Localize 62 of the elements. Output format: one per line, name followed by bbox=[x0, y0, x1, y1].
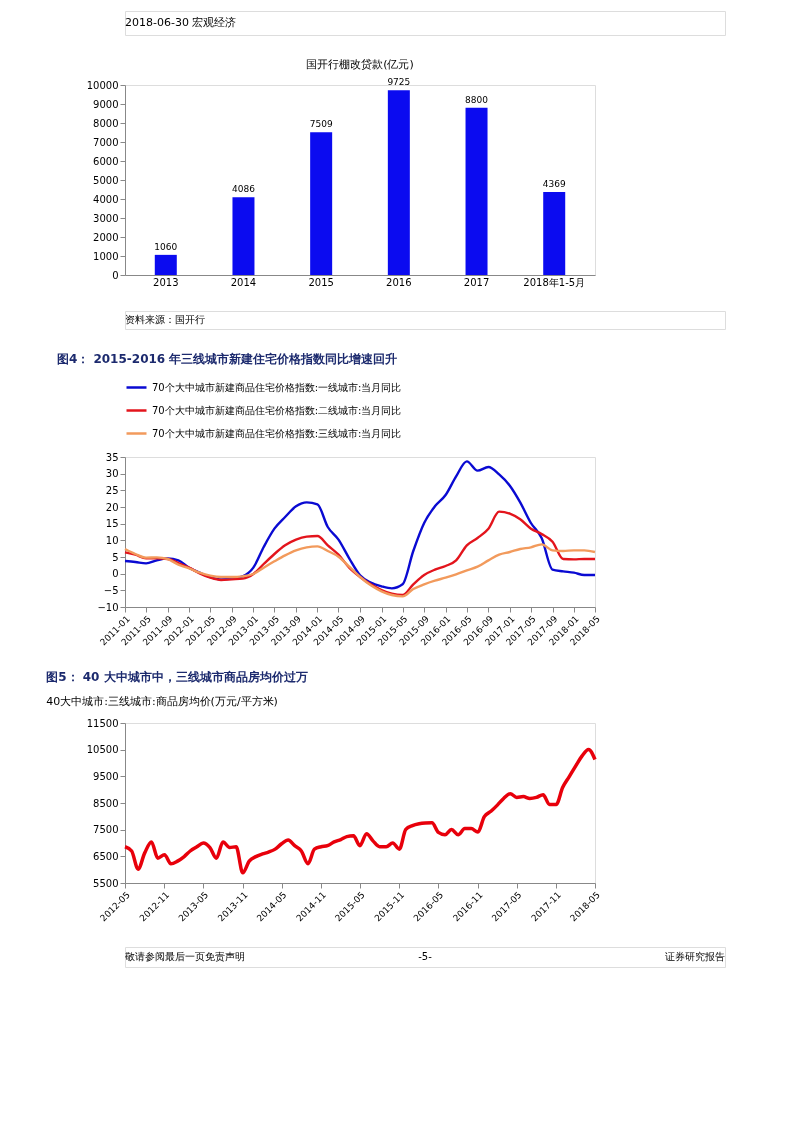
line-series bbox=[123, 543, 597, 598]
y-tick-label: 7000 bbox=[93, 136, 119, 148]
x-tick-label: 2018年1-5月 bbox=[523, 276, 586, 288]
y-tick-label: 11500 bbox=[86, 717, 119, 729]
text: 敬请参阅最后一页免责声明 bbox=[125, 951, 245, 962]
data-label: 9725 bbox=[387, 77, 411, 88]
text: -5- bbox=[418, 951, 433, 962]
y-tick-label: 5 bbox=[112, 551, 119, 563]
legend-label: 70个大中城市新建商品住宅价格指数:一线城市:当月同比 bbox=[152, 381, 402, 393]
chart-title: 图5： 40 大中城市中，三线城市商品房均价过万 bbox=[46, 670, 308, 684]
legend-label: 70个大中城市新建商品住宅价格指数:二线城市:当月同比 bbox=[152, 404, 402, 416]
y-tick-label: 10 bbox=[105, 534, 119, 546]
y-tick-label: 2000 bbox=[93, 231, 119, 243]
y-tick-label: 7500 bbox=[93, 824, 119, 836]
bar bbox=[465, 107, 488, 275]
text: 2018-06-30 宏观经济 bbox=[125, 16, 237, 29]
y-tick-label: −10 bbox=[97, 601, 119, 613]
y-tick-label: 30 bbox=[105, 468, 119, 480]
y-tick-label: 1000 bbox=[93, 250, 119, 262]
y-tick-label: 10000 bbox=[86, 79, 119, 91]
y-tick-label: 0 bbox=[112, 269, 119, 281]
y-tick-label: 35 bbox=[105, 451, 119, 463]
y-tick-label: 6500 bbox=[93, 850, 119, 862]
y-tick-label: 0 bbox=[112, 568, 119, 580]
x-tick-label: 2016 bbox=[386, 276, 412, 288]
x-tick-label: 2015 bbox=[308, 276, 334, 288]
y-tick-label: 6000 bbox=[93, 155, 119, 167]
y-tick-label: 8000 bbox=[93, 117, 119, 129]
chart-subtitle: 40大中城市:三线城市:商品房均价(万元/平方米) bbox=[46, 695, 278, 708]
data-label: 4086 bbox=[232, 184, 256, 195]
legend-label: 70个大中城市新建商品住宅价格指数:三线城市:当月同比 bbox=[152, 427, 402, 439]
bar bbox=[310, 132, 333, 275]
y-tick-label: 3000 bbox=[93, 212, 119, 224]
x-tick-label: 2017 bbox=[463, 276, 490, 288]
y-tick-label: 5500 bbox=[93, 877, 119, 889]
x-tick-label: 2013 bbox=[153, 276, 179, 288]
y-tick-label: 9500 bbox=[93, 770, 119, 782]
line-series bbox=[123, 747, 597, 875]
y-tick-label: −5 bbox=[103, 584, 119, 596]
data-label: 7509 bbox=[309, 119, 333, 130]
y-tick-label: 9000 bbox=[93, 98, 119, 110]
chart-title: 国开行棚改贷款(亿元) bbox=[306, 58, 414, 72]
bar bbox=[154, 254, 177, 275]
chart-title: 图4： 2015-2016 年三线城市新建住宅价格指数同比增速回升 bbox=[56, 352, 398, 366]
y-tick-label: 4000 bbox=[93, 193, 119, 205]
bar bbox=[232, 197, 255, 275]
text: 资料来源：国开行 bbox=[125, 314, 205, 325]
data-label: 1060 bbox=[154, 241, 178, 252]
line-series bbox=[123, 460, 597, 590]
y-tick-label: 15 bbox=[105, 518, 119, 530]
y-tick-label: 5000 bbox=[93, 174, 119, 186]
y-tick-label: 10500 bbox=[86, 744, 119, 756]
data-label: 4369 bbox=[542, 178, 566, 189]
y-tick-label: 20 bbox=[105, 501, 119, 513]
x-tick-label: 2014 bbox=[230, 276, 257, 288]
data-label: 8800 bbox=[465, 94, 489, 105]
bar bbox=[543, 191, 566, 275]
y-tick-label: 8500 bbox=[93, 797, 119, 809]
bar bbox=[387, 90, 410, 275]
line-series bbox=[123, 510, 597, 597]
y-tick-label: 25 bbox=[105, 484, 119, 496]
text: 证券研究报告 bbox=[665, 951, 725, 962]
